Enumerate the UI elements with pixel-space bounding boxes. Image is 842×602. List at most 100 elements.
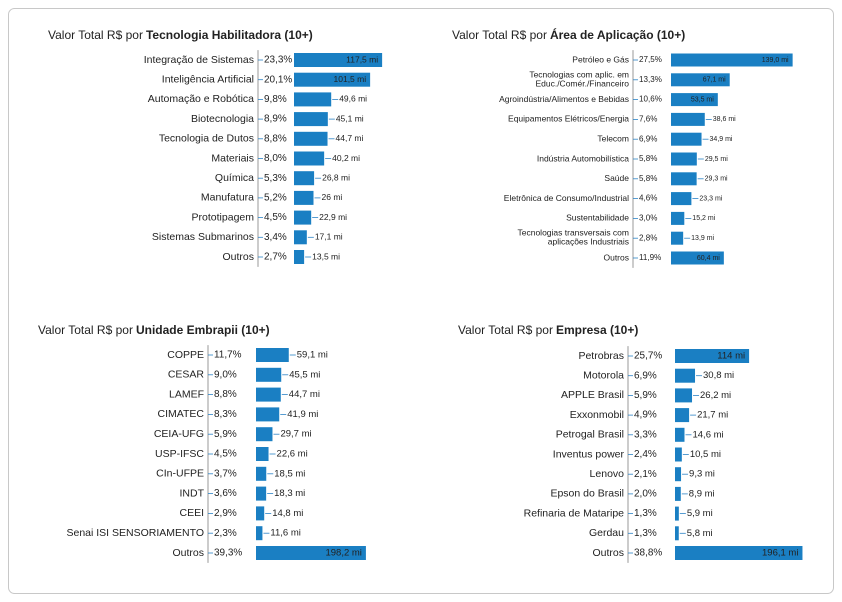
value-label: 18,5 mi [274, 468, 305, 479]
value-label: 21,7 mi [697, 410, 728, 421]
bar [256, 466, 267, 481]
category-label: Motorola [583, 369, 624, 381]
category-label: Inteligência Artificial [162, 73, 254, 85]
title-emphasis: Área de Aplicação (10+) [550, 27, 685, 42]
share-label: 9,0% [214, 369, 237, 380]
value-label: 22,9 mi [319, 212, 347, 222]
share-label: 3,0% [639, 214, 657, 223]
share-label: 3,4% [264, 232, 287, 243]
value-label: 26,2 mi [700, 390, 731, 401]
share-label: 5,9% [214, 429, 237, 440]
category-label: CEIA-UFG [154, 428, 204, 440]
value-label: 41,9 mi [287, 409, 318, 420]
category-label: Telecom [597, 133, 629, 143]
category-label: Agroindústria/Alimentos e Bebidas [499, 94, 629, 104]
bar [256, 348, 289, 362]
bar [675, 427, 685, 442]
category-label: Indústria Automobilística [537, 153, 629, 163]
bar [675, 447, 682, 462]
category-label: CEEI [179, 507, 204, 519]
category-label: Exxonmobil [570, 409, 624, 421]
category-label: COPPE [167, 349, 204, 361]
share-label: 2,8% [639, 233, 657, 242]
chart-title: Valor Total R$ por Tecnologia Habilitador… [48, 28, 313, 42]
share-label: 4,6% [639, 194, 657, 203]
share-label: 2,1% [634, 469, 657, 480]
share-label: 13,3% [639, 75, 662, 84]
category-label: Outros [603, 252, 629, 262]
bar [256, 526, 263, 541]
share-label: 5,9% [634, 390, 657, 401]
bar [294, 131, 328, 146]
share-label: 5,3% [264, 173, 287, 184]
category-label: Materiais [211, 152, 254, 164]
category-label: Biotecnologia [191, 113, 254, 125]
bar [675, 506, 679, 521]
value-label: 10,5 mi [690, 449, 721, 460]
category-label: Refinaria de Mataripe [524, 507, 625, 519]
share-label: 8,0% [264, 153, 287, 164]
bar [671, 73, 730, 87]
category-label: Tecnologias com aplic. em Educ./Comér./Fi… [529, 70, 629, 89]
bar [671, 211, 685, 225]
value-label: 18,3 mi [274, 488, 305, 499]
category-label: Outros [172, 547, 204, 559]
bar [671, 132, 702, 146]
bar [671, 251, 724, 265]
share-label: 11,9% [639, 253, 661, 262]
category-label: CESAR [168, 369, 205, 381]
value-label: 29,7 mi [280, 429, 311, 440]
value-label: 67,1 mi [703, 77, 726, 84]
value-label: 26 mi [322, 192, 343, 202]
category-label: Senai ISI SENSORIAMENTO [66, 527, 204, 539]
bar [671, 53, 793, 67]
title-prefix: Valor Total R$ por [38, 323, 133, 337]
value-label: 29,5 mi [705, 156, 728, 163]
value-label: 139,0 mi [762, 57, 789, 64]
category-label: Química [215, 172, 254, 184]
bar [256, 486, 267, 501]
title-prefix: Valor Total R$ por [452, 28, 547, 42]
category-label: Tecnologias transversais com aplicações I… [518, 228, 630, 247]
bar [675, 388, 693, 403]
category-label: Sustentabilidade [566, 213, 629, 223]
share-label: 8,8% [264, 133, 287, 144]
bar [671, 192, 692, 206]
bar [671, 112, 705, 126]
share-label: 3,3% [634, 429, 657, 440]
category-label: Inventus power [553, 448, 625, 460]
bar [671, 231, 684, 245]
title-prefix: Valor Total R$ por [458, 323, 553, 337]
category-label: CIMATEC [158, 408, 205, 420]
value-label: 44,7 mi [336, 133, 364, 143]
category-label: Lenovo [590, 468, 625, 480]
share-label: 38,8% [634, 548, 662, 559]
share-label: 1,3% [634, 508, 657, 519]
value-label: 13,9 mi [691, 235, 714, 242]
category-label: Integração de Sistemas [144, 54, 254, 66]
share-label: 8,9% [264, 114, 287, 125]
share-label: 3,6% [214, 488, 237, 499]
value-label: 38,6 mi [713, 116, 736, 123]
category-label: LAMEF [169, 388, 204, 400]
chart-title: Valor Total R$ por Área de Aplicação (10+… [452, 27, 685, 42]
share-label: 2,9% [214, 508, 237, 519]
value-label: 196,1 mi [762, 548, 798, 559]
category-label: Outros [592, 547, 624, 559]
panel-frame [8, 8, 834, 594]
share-label: 2,0% [634, 489, 657, 500]
value-label: 5,9 mi [687, 508, 713, 519]
bar [256, 506, 265, 521]
value-label: 26,8 mi [322, 172, 350, 182]
category-label: INDT [180, 487, 205, 499]
category-label: Eletrônica de Consumo/Industrial [504, 193, 629, 203]
value-label: 45,1 mi [336, 113, 364, 123]
value-label: 30,8 mi [703, 370, 734, 381]
value-label: 14,6 mi [692, 429, 723, 440]
title-emphasis: Unidade Embrapii (10+) [136, 323, 270, 337]
value-label: 101,5 mi [334, 74, 367, 84]
value-label: 34,9 mi [710, 136, 733, 143]
value-label: 14,8 mi [272, 508, 303, 519]
share-label: 3,7% [214, 468, 237, 479]
